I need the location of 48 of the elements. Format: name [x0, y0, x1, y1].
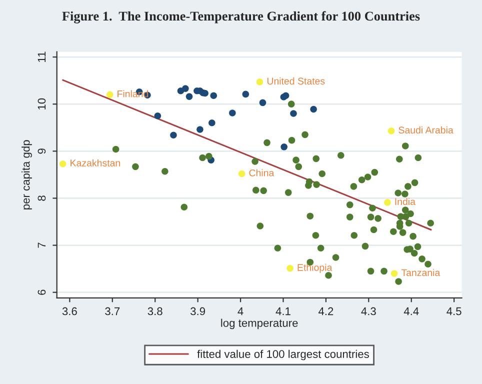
- x-axis-title: log temperature: [221, 318, 298, 330]
- legend-label: fitted value of 100 largest countries: [197, 350, 369, 360]
- y-axis-title: per capita gdp: [22, 140, 32, 210]
- annotation: Tanzania: [401, 268, 440, 276]
- point: [154, 112, 162, 120]
- annotation: China: [249, 169, 274, 176]
- point: [59, 160, 66, 168]
- x-tick-label: 4.2: [318, 307, 334, 316]
- x-tick-label: 4: [238, 307, 244, 316]
- annotation: Ethiopia: [298, 264, 332, 273]
- y-tick-label: 11: [38, 52, 46, 62]
- point: [256, 78, 264, 86]
- point: [259, 99, 266, 106]
- y-tick-label: 6: [38, 290, 46, 295]
- point: [229, 110, 236, 116]
- point: [384, 199, 391, 206]
- y-tick-label: 9: [38, 148, 46, 154]
- point: [280, 144, 288, 150]
- annotation: India: [395, 198, 416, 206]
- x-tick-label: 4.3: [361, 307, 376, 316]
- y-tick-label: 7: [38, 242, 46, 248]
- point: [390, 270, 398, 277]
- x-tick-label: 3.6: [62, 307, 77, 316]
- annotation: United States: [267, 77, 325, 85]
- annotation: Kazakhstan: [70, 159, 120, 166]
- x-tick-label: 3.8: [148, 307, 162, 316]
- point: [196, 126, 204, 133]
- x-tick-label: 3.7: [105, 307, 120, 316]
- point: [186, 93, 193, 100]
- point: [106, 91, 114, 98]
- point: [170, 132, 177, 139]
- point: [210, 92, 218, 100]
- x-tick-label: 4.1: [276, 307, 290, 316]
- x-tick-label: 3.9: [190, 307, 206, 316]
- annotation: Saudi Arabia: [398, 126, 454, 134]
- y-tick-label: 10: [38, 98, 46, 110]
- point: [286, 264, 294, 272]
- x-tick-label: 4.4: [404, 307, 419, 316]
- point: [310, 106, 317, 113]
- chart-title: Figure 1. The Income-Temperature Gradient for 100 Countries: [62, 11, 420, 24]
- point: [208, 120, 216, 126]
- point: [242, 90, 250, 98]
- point: [388, 128, 395, 134]
- point: [238, 170, 246, 178]
- point: [182, 85, 189, 92]
- point: [290, 110, 297, 117]
- x-tick-label: 4.5: [446, 307, 462, 316]
- y-tick-label: 8: [38, 196, 46, 201]
